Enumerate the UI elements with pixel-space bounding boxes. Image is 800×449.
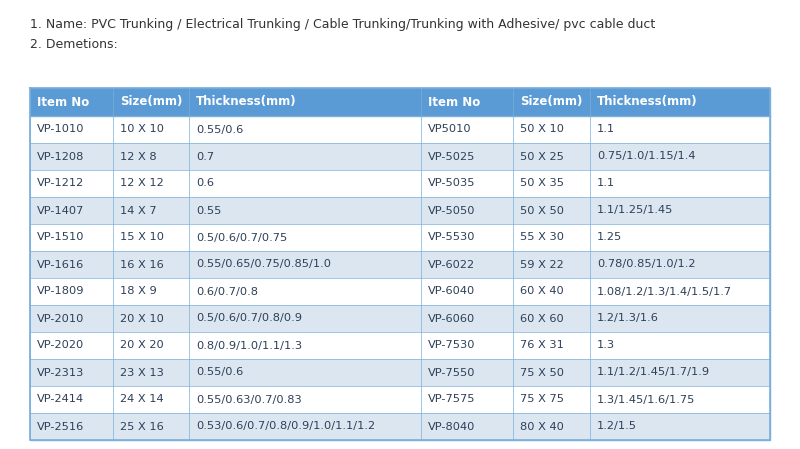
Text: 59 X 22: 59 X 22 xyxy=(520,260,564,269)
Text: 1. Name: PVC Trunking / Electrical Trunking / Cable Trunking/Trunking with Adhes: 1. Name: PVC Trunking / Electrical Trunk… xyxy=(30,18,655,31)
Text: VP-7530: VP-7530 xyxy=(428,340,475,351)
Text: 0.75/1.0/1.15/1.4: 0.75/1.0/1.15/1.4 xyxy=(597,151,695,162)
Text: Thickness(mm): Thickness(mm) xyxy=(196,96,297,109)
Text: 50 X 35: 50 X 35 xyxy=(520,179,564,189)
Text: VP-7550: VP-7550 xyxy=(428,367,475,378)
Text: 60 X 60: 60 X 60 xyxy=(520,313,564,323)
Text: 0.55/0.6: 0.55/0.6 xyxy=(196,367,243,378)
Text: 0.8/0.9/1.0/1.1/1.3: 0.8/0.9/1.0/1.1/1.3 xyxy=(196,340,302,351)
Text: VP-1809: VP-1809 xyxy=(37,286,85,296)
Bar xyxy=(30,332,770,359)
Text: VP-2516: VP-2516 xyxy=(37,422,84,431)
Text: 76 X 31: 76 X 31 xyxy=(520,340,564,351)
Text: VP-2020: VP-2020 xyxy=(37,340,84,351)
Text: VP-1010: VP-1010 xyxy=(37,124,85,135)
Bar xyxy=(30,251,770,278)
Bar xyxy=(30,305,770,332)
Text: 55 X 30: 55 X 30 xyxy=(520,233,564,242)
Text: 0.53/0.6/0.7/0.8/0.9/1.0/1.1/1.2: 0.53/0.6/0.7/0.8/0.9/1.0/1.1/1.2 xyxy=(196,422,375,431)
Text: VP-2313: VP-2313 xyxy=(37,367,84,378)
Text: 12 X 12: 12 X 12 xyxy=(120,179,164,189)
Bar xyxy=(30,143,770,170)
Text: 24 X 14: 24 X 14 xyxy=(120,395,164,405)
Text: 50 X 25: 50 X 25 xyxy=(520,151,564,162)
Bar xyxy=(30,224,770,251)
Text: 15 X 10: 15 X 10 xyxy=(120,233,164,242)
Text: 0.5/0.6/0.7/0.8/0.9: 0.5/0.6/0.7/0.8/0.9 xyxy=(196,313,302,323)
Text: 18 X 9: 18 X 9 xyxy=(120,286,157,296)
Text: VP-5035: VP-5035 xyxy=(428,179,475,189)
Bar xyxy=(30,359,770,386)
Text: 1.1: 1.1 xyxy=(597,179,615,189)
Bar xyxy=(30,386,770,413)
Text: VP-2010: VP-2010 xyxy=(37,313,84,323)
Text: 0.6: 0.6 xyxy=(196,179,214,189)
Text: 0.7: 0.7 xyxy=(196,151,214,162)
Text: VP-6022: VP-6022 xyxy=(428,260,475,269)
Text: Thickness(mm): Thickness(mm) xyxy=(597,96,698,109)
Text: 12 X 8: 12 X 8 xyxy=(120,151,157,162)
Text: VP-6040: VP-6040 xyxy=(428,286,475,296)
Bar xyxy=(30,278,770,305)
Text: 75 X 75: 75 X 75 xyxy=(520,395,564,405)
Text: 20 X 10: 20 X 10 xyxy=(120,313,164,323)
Text: 1.08/1.2/1.3/1.4/1.5/1.7: 1.08/1.2/1.3/1.4/1.5/1.7 xyxy=(597,286,732,296)
Text: 2. Demetions:: 2. Demetions: xyxy=(30,38,118,51)
Text: 0.6/0.7/0.8: 0.6/0.7/0.8 xyxy=(196,286,258,296)
Text: 0.55/0.6: 0.55/0.6 xyxy=(196,124,243,135)
Text: 23 X 13: 23 X 13 xyxy=(120,367,164,378)
Bar xyxy=(30,116,770,143)
Text: VP-1510: VP-1510 xyxy=(37,233,85,242)
Text: VP-8040: VP-8040 xyxy=(428,422,475,431)
Text: 1.2/1.3/1.6: 1.2/1.3/1.6 xyxy=(597,313,659,323)
Text: 50 X 10: 50 X 10 xyxy=(520,124,564,135)
Text: 25 X 16: 25 X 16 xyxy=(120,422,164,431)
Text: 1.25: 1.25 xyxy=(597,233,622,242)
Text: 1.3: 1.3 xyxy=(597,340,615,351)
Text: Size(mm): Size(mm) xyxy=(520,96,582,109)
Bar xyxy=(30,413,770,440)
Bar xyxy=(30,197,770,224)
Text: Item No: Item No xyxy=(37,96,90,109)
Text: 1.1/1.25/1.45: 1.1/1.25/1.45 xyxy=(597,206,674,216)
Text: Item No: Item No xyxy=(428,96,480,109)
Bar xyxy=(30,170,770,197)
Text: VP-1616: VP-1616 xyxy=(37,260,84,269)
Text: 1.3/1.45/1.6/1.75: 1.3/1.45/1.6/1.75 xyxy=(597,395,695,405)
Text: 14 X 7: 14 X 7 xyxy=(120,206,157,216)
Text: 0.55/0.65/0.75/0.85/1.0: 0.55/0.65/0.75/0.85/1.0 xyxy=(196,260,331,269)
Text: 60 X 40: 60 X 40 xyxy=(520,286,564,296)
Text: 10 X 10: 10 X 10 xyxy=(120,124,164,135)
Text: VP-1212: VP-1212 xyxy=(37,179,84,189)
Text: VP5010: VP5010 xyxy=(428,124,472,135)
Text: Size(mm): Size(mm) xyxy=(120,96,182,109)
Text: VP-5025: VP-5025 xyxy=(428,151,475,162)
Text: VP-2414: VP-2414 xyxy=(37,395,84,405)
Text: 75 X 50: 75 X 50 xyxy=(520,367,564,378)
Text: 50 X 50: 50 X 50 xyxy=(520,206,564,216)
Text: 0.55/0.63/0.7/0.83: 0.55/0.63/0.7/0.83 xyxy=(196,395,302,405)
Text: 20 X 20: 20 X 20 xyxy=(120,340,164,351)
Text: VP-5050: VP-5050 xyxy=(428,206,475,216)
Bar xyxy=(30,88,770,440)
Text: 1.1: 1.1 xyxy=(597,124,615,135)
Text: 1.2/1.5: 1.2/1.5 xyxy=(597,422,637,431)
Text: VP-5530: VP-5530 xyxy=(428,233,475,242)
Text: 0.5/0.6/0.7/0.75: 0.5/0.6/0.7/0.75 xyxy=(196,233,287,242)
Text: 0.78/0.85/1.0/1.2: 0.78/0.85/1.0/1.2 xyxy=(597,260,695,269)
Text: 1.1/1.2/1.45/1.7/1.9: 1.1/1.2/1.45/1.7/1.9 xyxy=(597,367,710,378)
Text: VP-6060: VP-6060 xyxy=(428,313,475,323)
Text: VP-1407: VP-1407 xyxy=(37,206,84,216)
Bar xyxy=(30,88,770,116)
Text: 80 X 40: 80 X 40 xyxy=(520,422,564,431)
Text: 0.55: 0.55 xyxy=(196,206,222,216)
Text: 16 X 16: 16 X 16 xyxy=(120,260,164,269)
Text: VP-1208: VP-1208 xyxy=(37,151,84,162)
Text: VP-7575: VP-7575 xyxy=(428,395,475,405)
